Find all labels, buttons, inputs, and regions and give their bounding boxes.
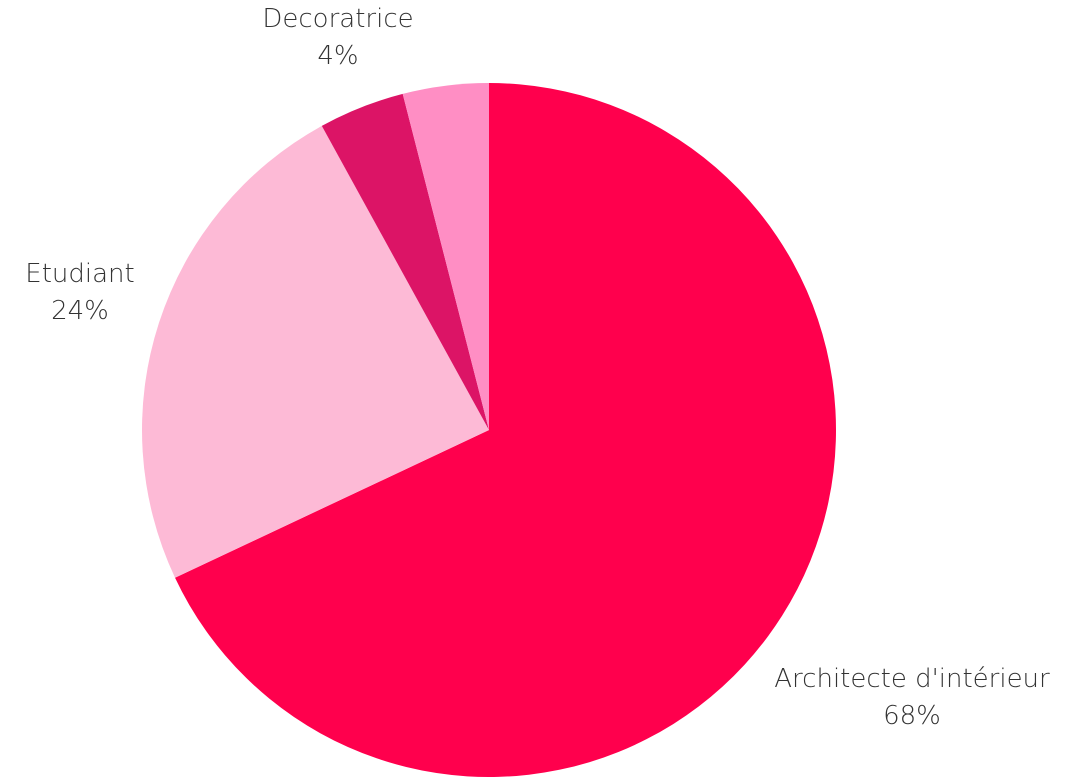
pie-slice-3 bbox=[402, 83, 489, 430]
pie-slice-label-2: Decoratrice bbox=[262, 4, 413, 34]
pie-labels: Architecte d'intérieur 68% Etudiant 24% Deco… bbox=[25, 4, 1050, 731]
pie-slice-value-1: 24% bbox=[51, 296, 109, 326]
pie-slice-0 bbox=[175, 83, 836, 777]
pie-slice-label-0: Architecte d'intérieur bbox=[774, 664, 1050, 694]
pie-slice-value-2: 4% bbox=[317, 41, 358, 71]
pie-slices bbox=[142, 83, 836, 777]
pie-slice-2 bbox=[321, 93, 489, 430]
pie-slice-1 bbox=[142, 125, 489, 578]
pie-slice-label-1: Etudiant bbox=[25, 259, 134, 289]
pie-slice-value-0: 68% bbox=[883, 701, 941, 731]
